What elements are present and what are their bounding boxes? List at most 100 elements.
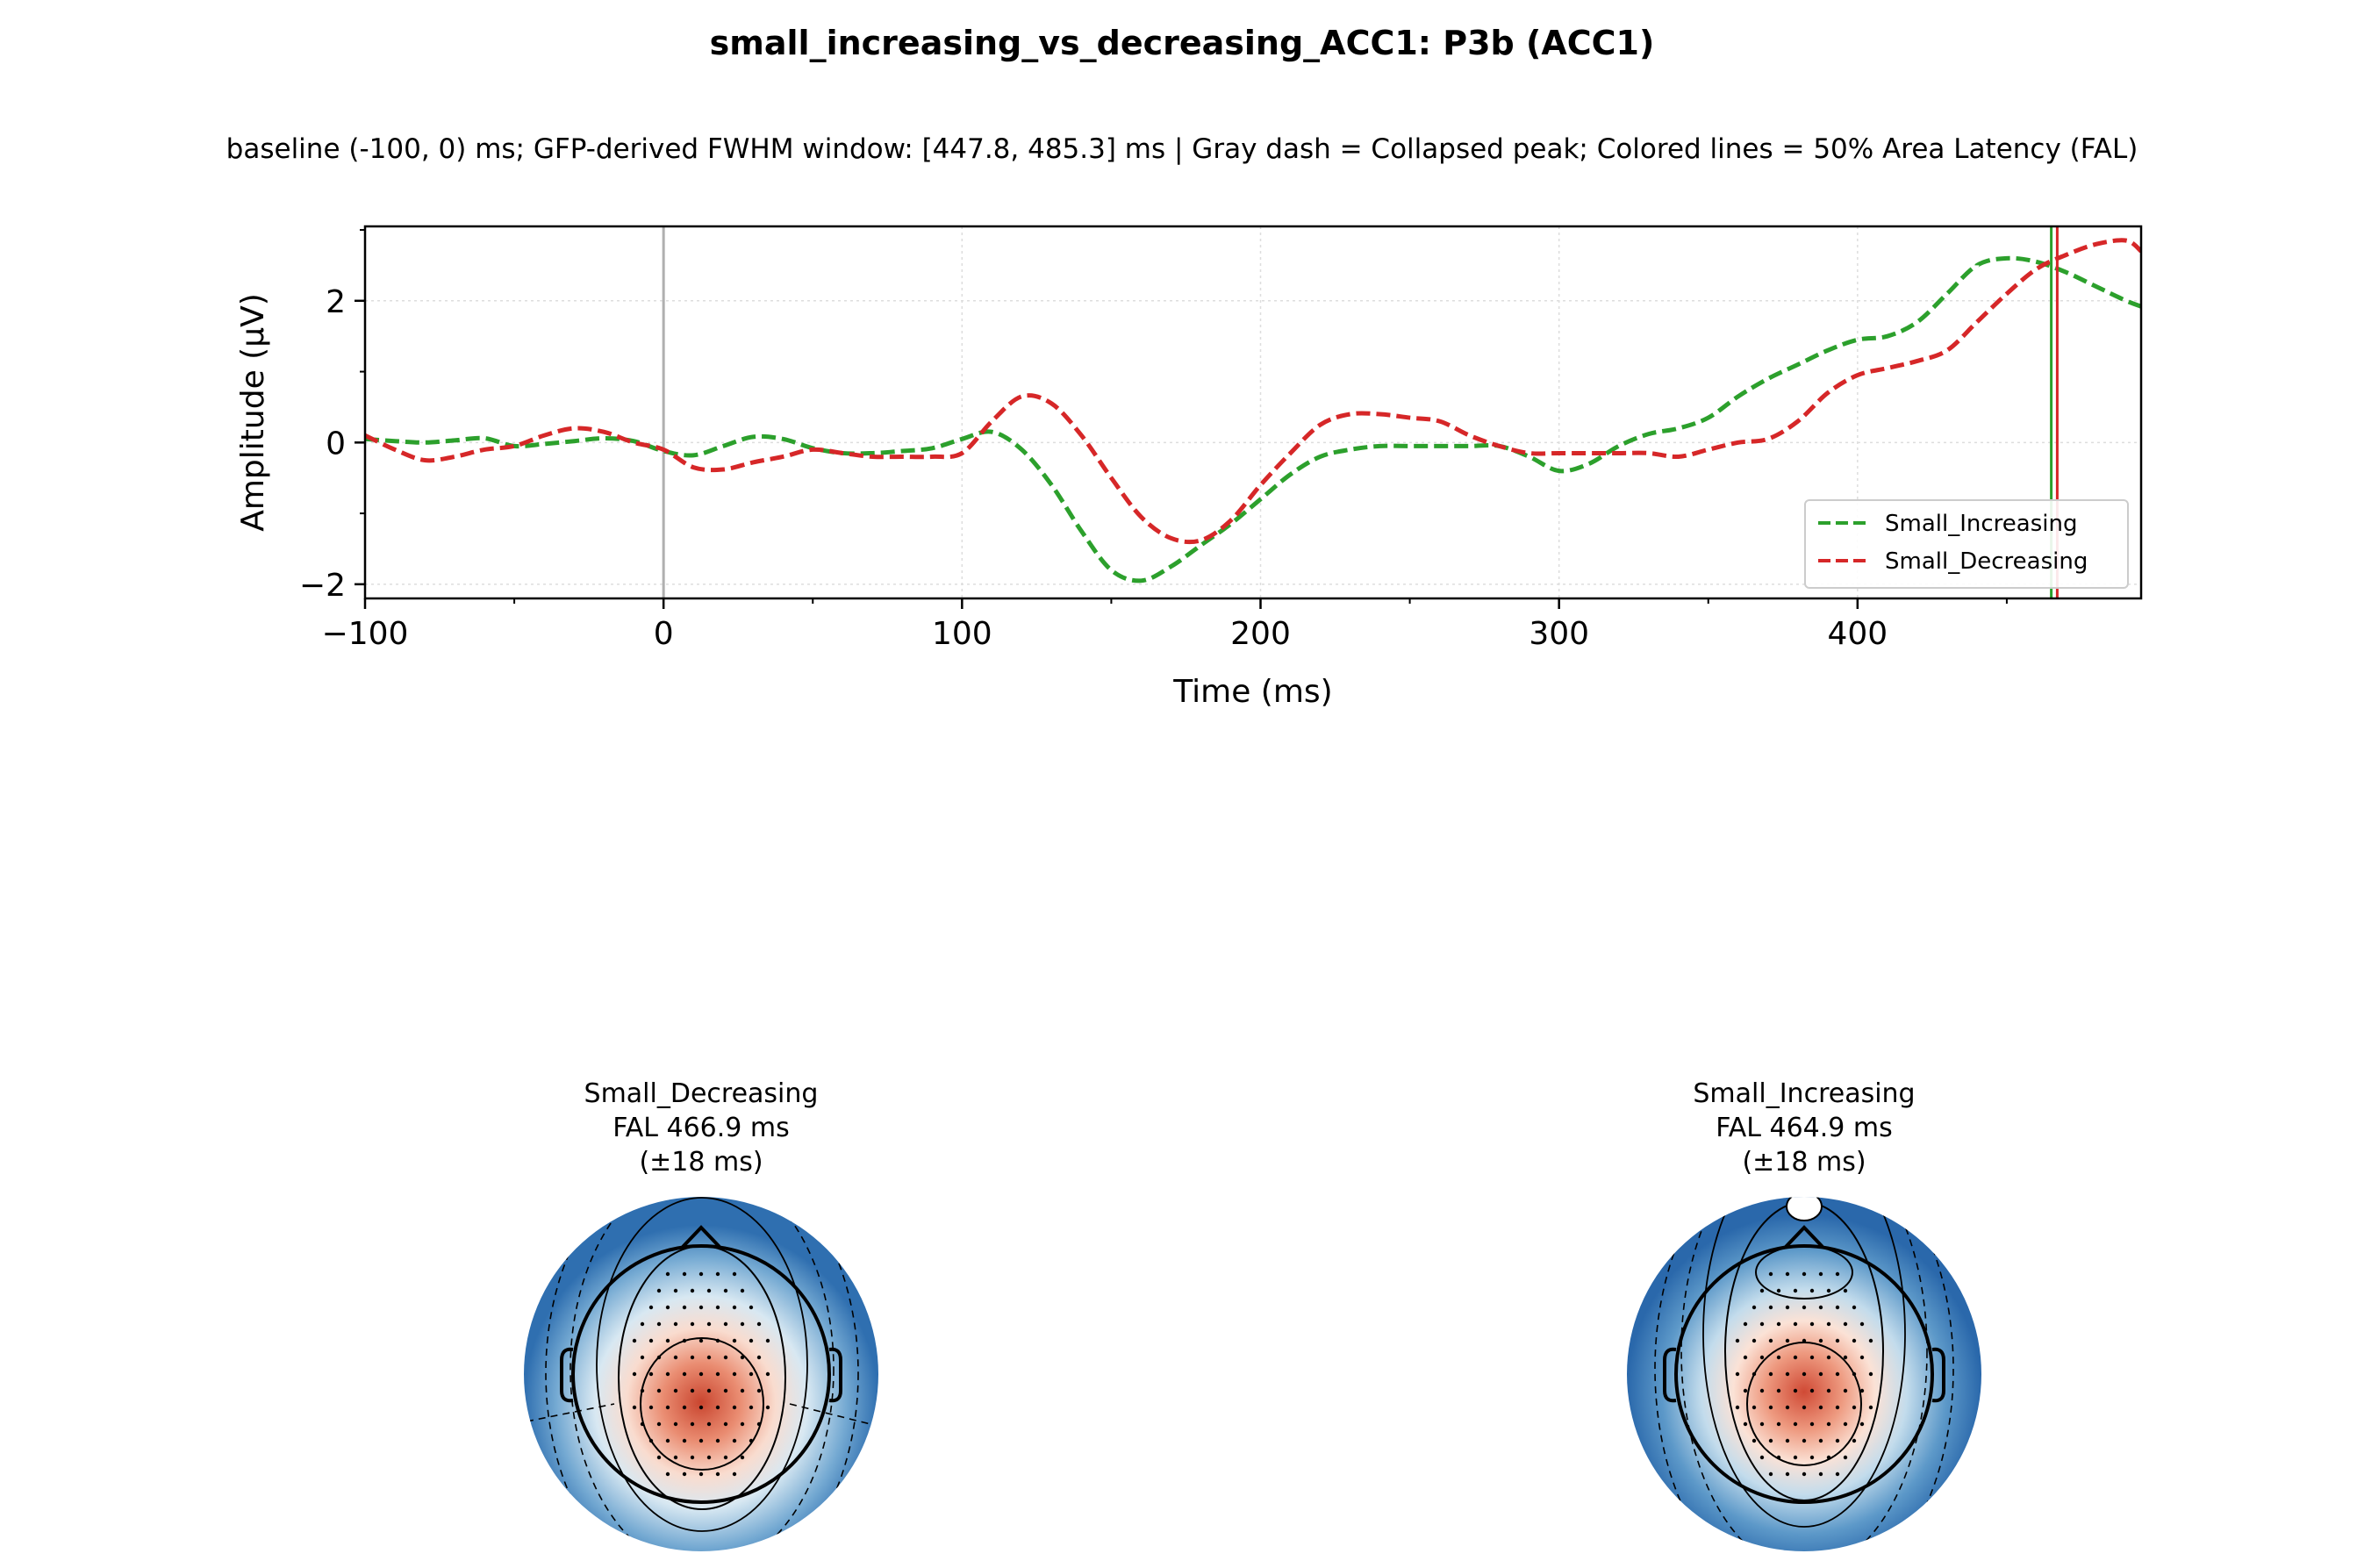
sensor-dot: [656, 1288, 662, 1293]
sensor-dot: [1818, 1338, 1823, 1343]
topomap-contours: [1654, 1197, 1954, 1551]
sensor-dot: [1752, 1405, 1757, 1410]
sensor-dot: [715, 1338, 720, 1343]
sensor-dot: [665, 1405, 670, 1410]
sensor-dot: [1768, 1338, 1773, 1343]
nose: [1784, 1225, 1824, 1249]
sensor-dot: [698, 1305, 704, 1310]
sensor-dot: [1818, 1305, 1823, 1310]
sensor-dot: [1776, 1421, 1781, 1427]
x-tick-label: 300: [1529, 616, 1589, 652]
x-tick-label: −100: [322, 616, 409, 652]
sensor-dot: [1835, 1405, 1840, 1410]
sensor-dot: [690, 1421, 695, 1427]
sensor-dot: [1743, 1321, 1748, 1327]
sensor-dot: [756, 1421, 762, 1427]
sensor-dot: [1776, 1321, 1781, 1327]
sensor-dot: [740, 1288, 745, 1293]
sensor-dot: [715, 1371, 720, 1377]
sensor-dot: [648, 1305, 654, 1310]
topomap-title-line3: (±18 ms): [1742, 1147, 1866, 1178]
sensor-dot: [632, 1371, 637, 1377]
figure-subtitle: baseline (-100, 0) ms; GFP-derived FWHM …: [226, 133, 2138, 165]
sensor-dot: [1809, 1355, 1815, 1360]
topomap-title-line2: FAL 464.9 ms: [1716, 1113, 1893, 1143]
sensor-dot: [706, 1355, 712, 1360]
sensor-dot: [756, 1388, 762, 1393]
sensor-dot: [1768, 1471, 1773, 1477]
legend-label-small-decreasing: Small_Decreasing: [1885, 548, 2088, 575]
sensor-dot: [1843, 1421, 1848, 1427]
sensor-dot: [1826, 1355, 1831, 1360]
y-axis-label: Amplitude (µV): [235, 293, 271, 532]
sensor-dot: [640, 1388, 645, 1393]
sensor-dot: [1793, 1321, 1798, 1327]
topomap-small-increasing: Small_Increasing FAL 464.9 ms (±18 ms): [1627, 1078, 1981, 1551]
sensor-dot: [698, 1371, 704, 1377]
sensor-dot: [706, 1321, 712, 1327]
figure-title: small_increasing_vs_decreasing_ACC1: P3b…: [710, 24, 1655, 62]
sensor-dot: [1785, 1438, 1790, 1443]
sensor-dot: [732, 1471, 737, 1477]
sensor-dot: [656, 1321, 662, 1327]
sensor-dot: [1835, 1338, 1840, 1343]
sensor-dot: [1809, 1388, 1815, 1393]
sensor-dot: [1852, 1305, 1857, 1310]
traces: [365, 238, 2141, 584]
sensor-dot: [1835, 1371, 1840, 1377]
sensor-dot: [1818, 1471, 1823, 1477]
sensor-dot: [1868, 1371, 1873, 1377]
sensor-dot: [1768, 1271, 1773, 1277]
sensor-dot: [1768, 1371, 1773, 1377]
sensor-dot: [715, 1405, 720, 1410]
sensor-dot: [656, 1455, 662, 1460]
sensor-dot: [1802, 1405, 1807, 1410]
sensor-dot: [632, 1338, 637, 1343]
sensor-dot: [1802, 1271, 1807, 1277]
sensor-dot: [1785, 1405, 1790, 1410]
sensor-dot: [1818, 1371, 1823, 1377]
sensor-dot: [690, 1355, 695, 1360]
trace-small-increasing: [365, 255, 2141, 584]
sensor-dot: [1743, 1388, 1748, 1393]
sensor-dot: [715, 1438, 720, 1443]
sensor-dot: [1802, 1338, 1807, 1343]
sensor-dot: [1835, 1305, 1840, 1310]
sensor-dot: [656, 1421, 662, 1427]
sensor-dot: [740, 1355, 745, 1360]
sensor-dot: [665, 1471, 670, 1477]
sensor-dot: [723, 1355, 728, 1360]
sensor-dot: [1859, 1321, 1865, 1327]
sensor-dot: [1835, 1271, 1840, 1277]
sensor-dot: [1793, 1355, 1798, 1360]
nose: [681, 1225, 721, 1249]
sensor-dot: [690, 1321, 695, 1327]
sensor-dot: [1735, 1405, 1740, 1410]
sensor-dot: [756, 1321, 762, 1327]
sensor-dot: [1859, 1421, 1865, 1427]
sensor-dot: [740, 1455, 745, 1460]
sensor-dot: [1843, 1388, 1848, 1393]
sensor-dot: [682, 1471, 687, 1477]
sensor-dot: [756, 1355, 762, 1360]
sensor-dot: [682, 1271, 687, 1277]
sensor-dot: [665, 1305, 670, 1310]
sensor-dot: [665, 1271, 670, 1277]
sensor-dot: [648, 1338, 654, 1343]
topomap-title-line2: FAL 466.9 ms: [612, 1113, 790, 1143]
x-tick-label: 0: [654, 616, 674, 652]
sensor-dot: [698, 1405, 704, 1410]
sensor-dot: [723, 1321, 728, 1327]
x-axis-ticks: −100 0 100 200 300 400: [322, 598, 2008, 652]
sensor-dot: [732, 1405, 737, 1410]
sensor-dot: [640, 1321, 645, 1327]
sensor-dot: [1843, 1455, 1848, 1460]
sensor-dot: [648, 1371, 654, 1377]
sensor-dot: [1759, 1288, 1765, 1293]
sensor-dot: [1809, 1421, 1815, 1427]
sensor-dot: [1768, 1405, 1773, 1410]
erp-plot: −100 0 100 200 300 400 −2 0 2 Time (ms) Amplitu…: [235, 225, 2143, 710]
legend-label-small-increasing: Small_Increasing: [1885, 511, 2077, 537]
left-ear: [560, 1347, 574, 1403]
